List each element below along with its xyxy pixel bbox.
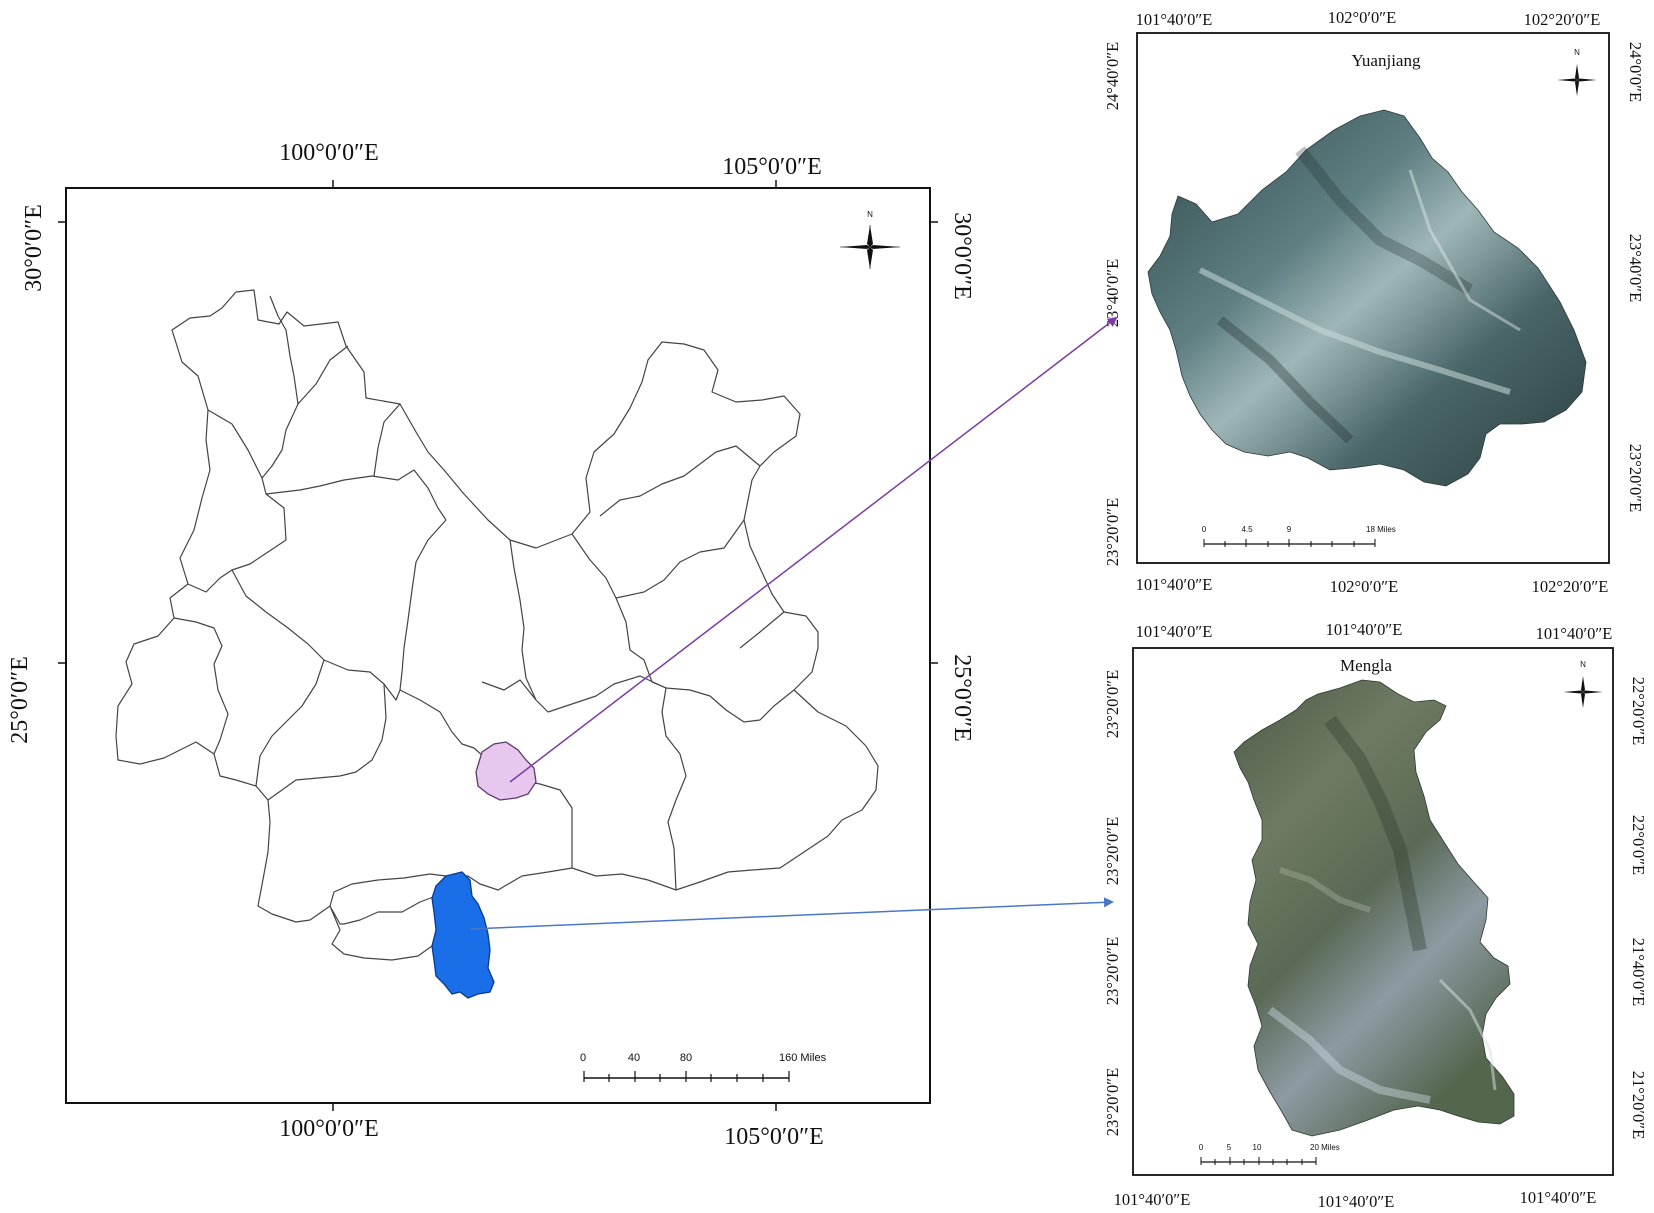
mengla-pointer-arrow xyxy=(469,897,1114,930)
main-scale-label-1: 40 xyxy=(628,1052,640,1064)
mengla-county-highlight xyxy=(431,871,495,999)
mengla-bottom-label-1: 101°40′0″E xyxy=(1114,1190,1191,1209)
mengla-scale-label-0: 0 xyxy=(1199,1143,1204,1152)
main-bottom-label-2: 105°0′0″E xyxy=(724,1124,824,1150)
mengla-satellite-image xyxy=(1233,679,1515,1137)
mengla-top-label-2: 101°40′0″E xyxy=(1326,620,1403,639)
yuanjiang-scale-bar xyxy=(1203,539,1376,547)
main-north-label: N xyxy=(867,210,873,219)
mengla-left-label-2: 23°20′0″E xyxy=(1103,817,1122,885)
yuanjiang-satellite-image xyxy=(1147,109,1587,487)
yuanjiang-top-label-2: 102°0′0″E xyxy=(1328,8,1396,27)
yuanjiang-bottom-label-1: 101°40′0″E xyxy=(1136,575,1213,594)
yuanjiang-top-label-1: 101°40′0″E xyxy=(1136,10,1213,29)
yuanjiang-north-arrow xyxy=(1557,64,1597,96)
mengla-right-label-4: 21°20′0″E xyxy=(1629,1071,1648,1139)
mengla-bottom-label-2: 101°40′0″E xyxy=(1318,1192,1395,1211)
main-left-label-1: 30°0′0″E xyxy=(21,204,47,292)
mengla-left-label-1: 23°20′0″E xyxy=(1103,670,1122,738)
mengla-top-label-1: 101°40′0″E xyxy=(1136,622,1213,641)
mengla-inset: 101°40′0″E 101°40′0″E 101°40′0″E 101°40′… xyxy=(1103,620,1648,1211)
main-north-arrow xyxy=(840,225,900,269)
mengla-left-label-3: 23°20′0″E xyxy=(1103,937,1122,1005)
main-scale-bar xyxy=(583,1071,790,1082)
yuanjiang-county-highlight xyxy=(475,741,537,801)
mengla-right-label-1: 22°20′0″E xyxy=(1629,677,1648,745)
mengla-bottom-label-3: 101°40′0″E xyxy=(1520,1188,1597,1207)
yuanjiang-bottom-label-3: 102°20′0″E xyxy=(1532,577,1609,596)
mengla-right-label-2: 22°0′0″E xyxy=(1629,815,1648,875)
mengla-scale-bar xyxy=(1200,1157,1317,1165)
main-top-label-1: 100°0′0″E xyxy=(279,140,379,166)
yuanjiang-right-label-2: 23°40′0″E xyxy=(1626,234,1645,302)
mengla-scale-label-2: 10 xyxy=(1253,1143,1262,1152)
main-scale-label-0: 0 xyxy=(580,1052,586,1064)
yuanjiang-inset: 101°40′0″E 102°0′0″E 102°20′0″E 101°40′0… xyxy=(1103,8,1645,596)
mengla-scale-label-1: 5 xyxy=(1227,1143,1232,1152)
main-scale-label-2: 80 xyxy=(680,1052,692,1064)
mengla-north-label: N xyxy=(1580,660,1586,669)
yuanjiang-pointer-arrow xyxy=(509,316,1118,783)
yuanjiang-scale-label-2: 9 xyxy=(1287,525,1292,534)
mengla-left-label-4: 23°20′0″E xyxy=(1103,1068,1122,1136)
yuanjiang-scale-label-0: 0 xyxy=(1202,525,1207,534)
yuanjiang-scale-label-1: 4.5 xyxy=(1241,525,1253,534)
main-bottom-label-1: 100°0′0″E xyxy=(279,1116,379,1142)
mengla-top-label-3: 101°40′0″E xyxy=(1536,624,1613,643)
yuanjiang-north-label: N xyxy=(1574,48,1580,57)
main-right-label-1: 30°0′0″E xyxy=(949,212,975,300)
main-right-label-2: 25°0′0″E xyxy=(949,654,975,742)
main-map-frame xyxy=(65,187,931,1104)
yuanjiang-right-label-1: 24°0′0″E xyxy=(1626,42,1645,102)
yuanjiang-bottom-label-2: 102°0′0″E xyxy=(1330,577,1398,596)
mengla-right-label-3: 21°40′0″E xyxy=(1629,938,1648,1006)
mengla-north-arrow xyxy=(1563,676,1603,708)
main-scale-label-3: 160 Miles xyxy=(779,1052,827,1064)
main-map: 100°0′0″E 105°0′0″E 100°0′0″E 105°0′0″E … xyxy=(7,140,975,1150)
yuanjiang-left-label-2: 23°40′0″E xyxy=(1103,259,1122,327)
yuanjiang-top-label-3: 102°20′0″E xyxy=(1524,10,1601,29)
yuanjiang-scale-label-3: 18 Miles xyxy=(1366,525,1396,534)
yuanjiang-title: Yuanjiang xyxy=(1352,51,1421,70)
yuanjiang-right-label-3: 23°20′0″E xyxy=(1626,444,1645,512)
mengla-title: Mengla xyxy=(1340,656,1392,675)
main-left-label-2: 25°0′0″E xyxy=(7,656,33,744)
main-map-ticks xyxy=(58,180,938,1111)
main-top-label-2: 105°0′0″E xyxy=(722,154,822,180)
yuanjiang-left-label-3: 23°20′0″E xyxy=(1103,498,1122,566)
yuanjiang-left-label-1: 24°40′0″E xyxy=(1103,42,1122,110)
mengla-scale-label-3: 20 Miles xyxy=(1310,1143,1340,1152)
